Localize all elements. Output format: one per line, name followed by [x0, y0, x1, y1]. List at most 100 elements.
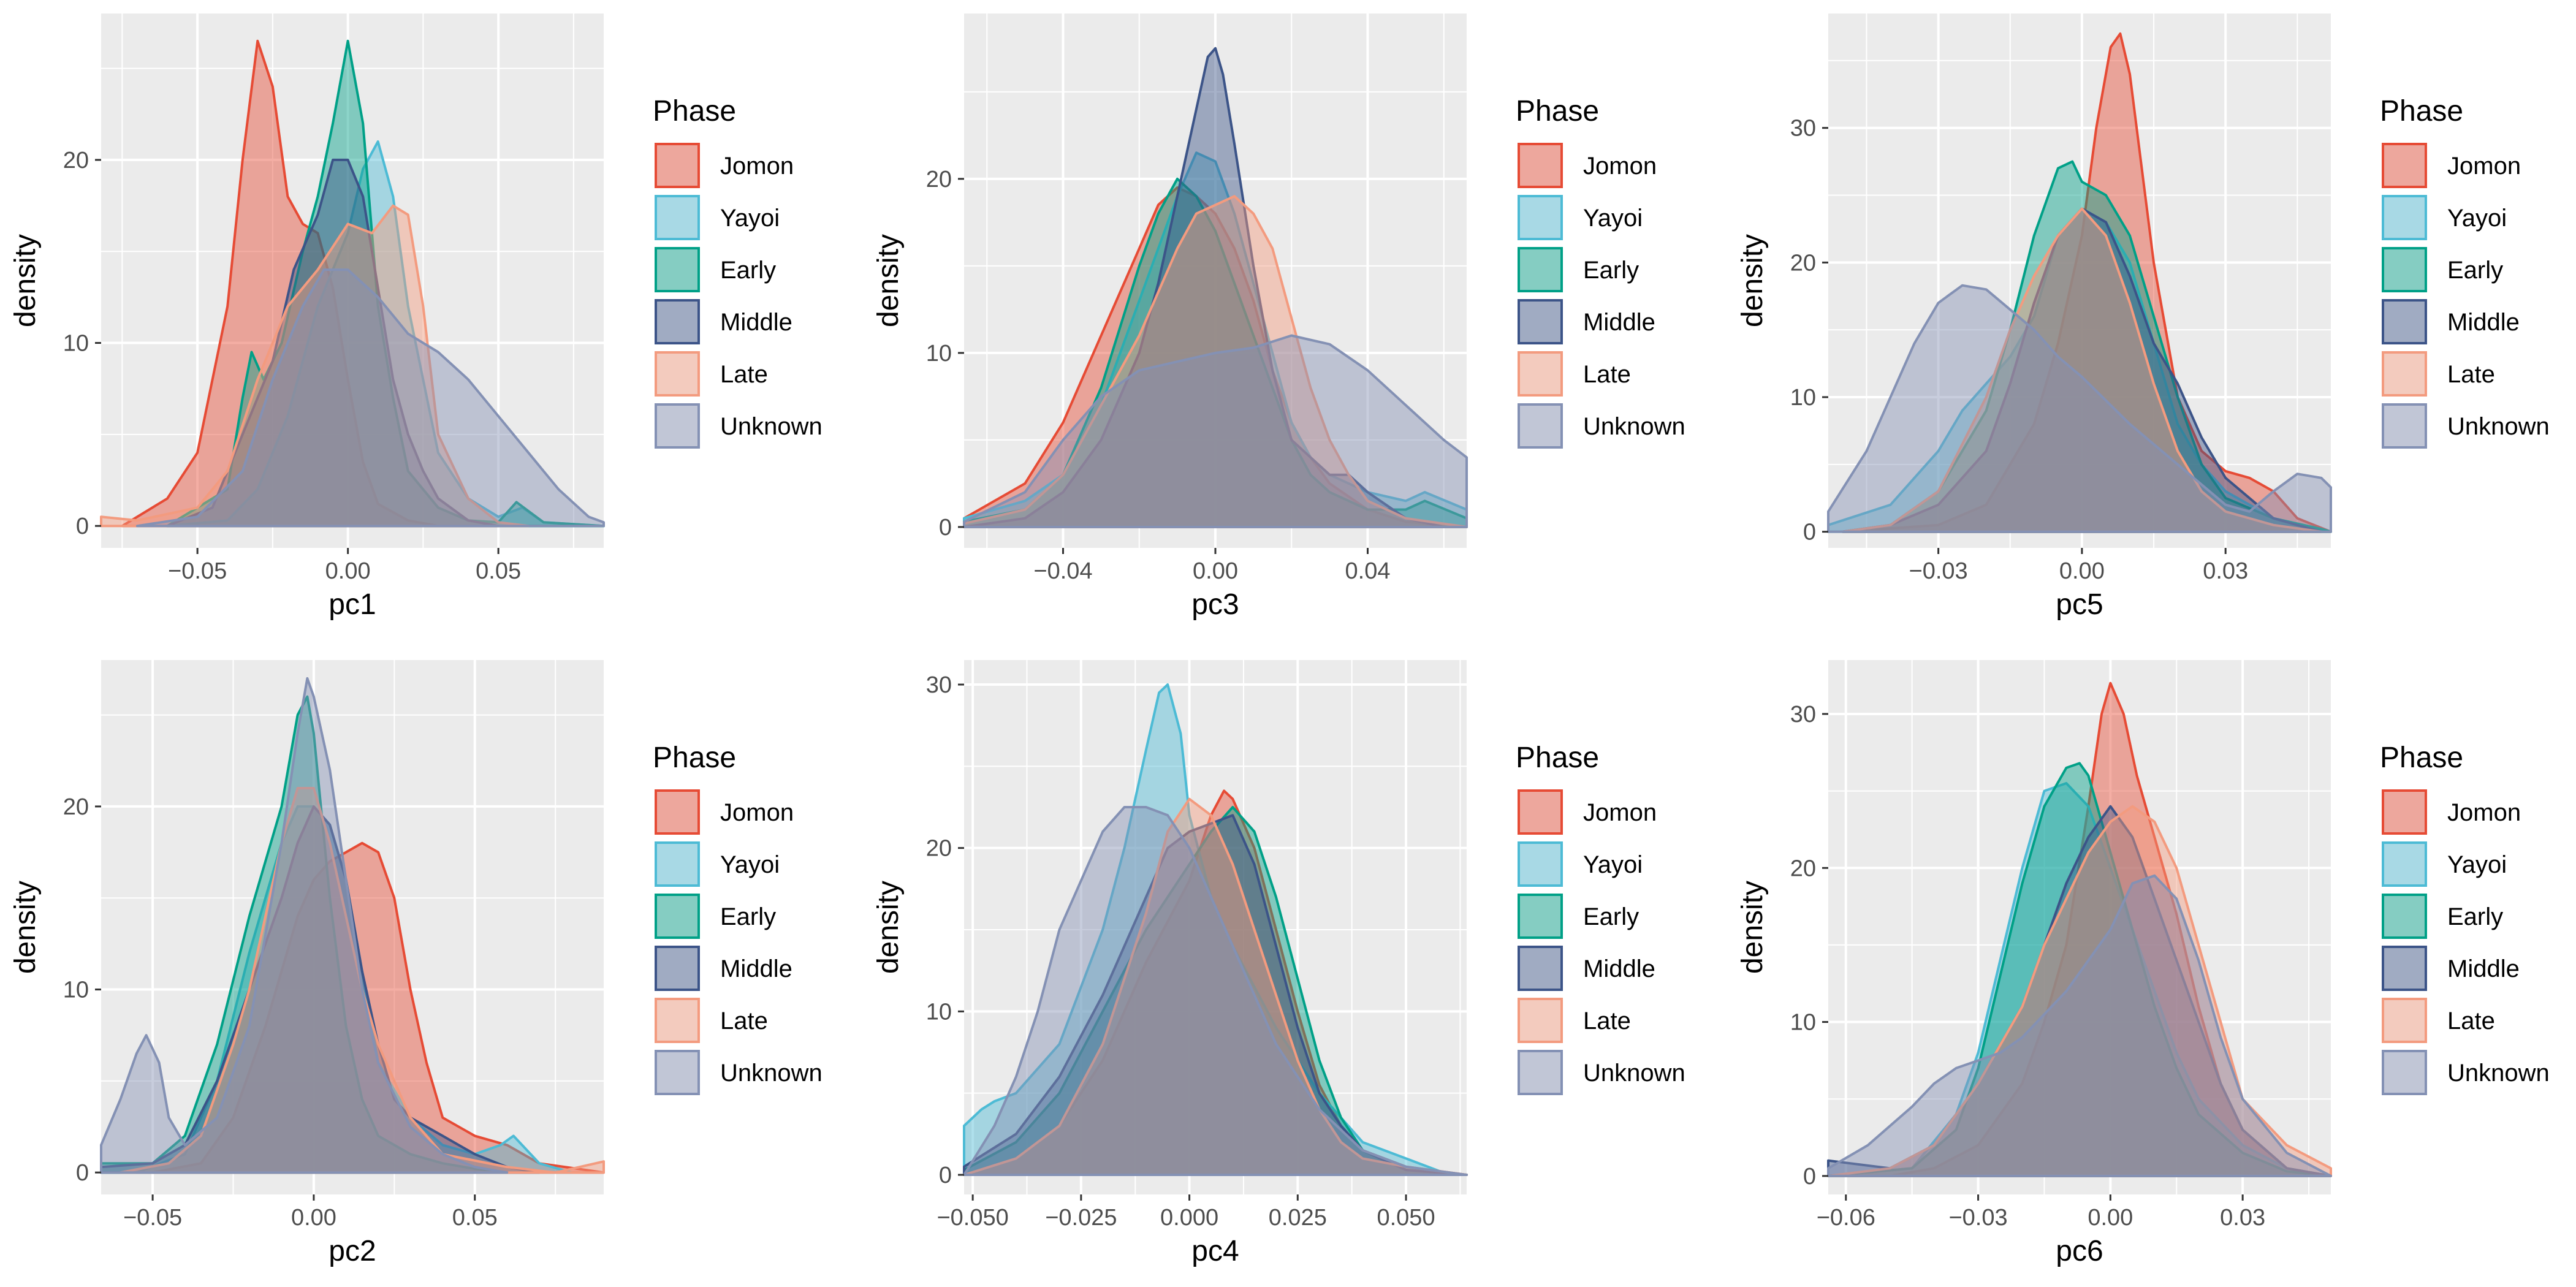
legend-key-jomon — [1518, 143, 1563, 188]
legend-key-bg — [656, 144, 699, 187]
legend-key-bg — [2383, 947, 2426, 990]
x-tick-label: −0.05 — [123, 1205, 182, 1231]
y-tick-label: 30 — [1790, 702, 1816, 727]
y-tick-label: 20 — [926, 836, 952, 862]
panel-background — [1828, 13, 2331, 548]
x-tick-label: −0.025 — [1045, 1205, 1117, 1231]
legend-key-jomon — [655, 143, 700, 188]
legend-key-early — [1518, 894, 1563, 939]
legend-key-unknown — [655, 1050, 700, 1095]
legend-key-bg — [656, 404, 699, 447]
x-tick-label: 0.05 — [476, 558, 521, 584]
legend: Phase Jomon Yayoi Early Middle Late Unknown — [1516, 95, 1685, 449]
legend-key-bg — [2383, 404, 2426, 447]
legend-label-yayoi: Yayoi — [1583, 205, 1643, 232]
legend-title: Phase — [653, 742, 736, 774]
density-area-early — [166, 39, 605, 528]
x-axis-title: pc1 — [329, 588, 376, 621]
legend-label-jomon: Jomon — [1583, 799, 1657, 826]
legend-key-bg — [1519, 895, 1562, 938]
legend-title: Phase — [2380, 742, 2463, 774]
y-axis-title: density — [9, 881, 42, 974]
y-tick-label: 0 — [76, 514, 89, 539]
y-tick-label: 10 — [926, 999, 952, 1025]
legend-key-bg — [1519, 404, 1562, 447]
y-tick-label: 0 — [1803, 520, 1816, 545]
legend-key-early — [1518, 247, 1563, 292]
legend: Phase Jomon Yayoi Early Middle Late Unknown — [2380, 95, 2550, 449]
legend-key-yayoi — [2382, 841, 2427, 887]
y-tick-label: 0 — [1803, 1164, 1816, 1190]
legend-key-late — [655, 998, 700, 1043]
y-axis-title: density — [872, 881, 905, 974]
x-axis-title: pc2 — [329, 1235, 376, 1267]
legend-title: Phase — [1516, 95, 1599, 127]
legend-label-early: Early — [2447, 903, 2503, 930]
x-tick-label: −0.03 — [1948, 1205, 2007, 1231]
x-tick-label: −0.06 — [1817, 1205, 1875, 1231]
panel-background — [101, 13, 604, 548]
legend-key-bg — [2383, 196, 2426, 239]
x-axis-title: pc4 — [1191, 1235, 1239, 1267]
legend: Phase Jomon Yayoi Early Middle Late Unknown — [653, 95, 823, 449]
legend-key-bg — [2383, 843, 2426, 886]
legend-key-early — [655, 247, 700, 292]
x-tick-label: 0.00 — [291, 1205, 336, 1231]
y-axis-title: density — [1736, 234, 1769, 327]
density-area-late — [963, 797, 1468, 1176]
x-tick-label: 0.050 — [1377, 1205, 1435, 1231]
x-tick-label: −0.050 — [937, 1205, 1008, 1231]
legend-key-bg — [1519, 196, 1562, 239]
legend-key-bg — [2383, 791, 2426, 833]
legend-key-bg — [2383, 144, 2426, 187]
legend-key-jomon — [1518, 789, 1563, 835]
panel-pc5: −0.03 0.00 0.03 0 10 20 30 pc5 density Phase Jomon… — [1736, 13, 2550, 621]
legend-key-bg — [656, 1051, 699, 1094]
legend-label-late: Late — [1583, 361, 1631, 388]
x-axis-title: pc6 — [2056, 1235, 2103, 1267]
y-tick-label: 0 — [939, 1163, 952, 1188]
legend-label-yayoi: Yayoi — [720, 205, 780, 232]
density-area-middle — [1841, 207, 2323, 533]
legend-key-bg — [656, 895, 699, 938]
legend-label-middle: Middle — [1583, 955, 1655, 982]
panel-pc3: −0.04 0.00 0.04 0 10 20 pc3 density Phase Jomon Ya… — [872, 13, 1685, 621]
panel-pc4: −0.050 −0.025 0.000 0.025 0.050 0 10 20 30 pc4 den… — [872, 660, 1685, 1267]
legend-label-unknown: Unknown — [720, 413, 823, 440]
density-area-unknown — [963, 334, 1468, 528]
legend-key-bg — [656, 196, 699, 239]
legend-key-middle — [2382, 299, 2427, 344]
density-area-middle — [166, 158, 500, 528]
legend-key-jomon — [2382, 789, 2427, 835]
legend-label-middle: Middle — [2447, 309, 2520, 336]
y-tick-label: 30 — [926, 672, 952, 698]
legend-key-middle — [1518, 299, 1563, 344]
x-axis-title: pc5 — [2056, 588, 2103, 621]
legend-label-yayoi: Yayoi — [1583, 851, 1643, 878]
legend-label-early: Early — [720, 903, 776, 930]
legend-title: Phase — [653, 95, 736, 127]
legend-key-early — [2382, 894, 2427, 939]
density-area-late — [100, 204, 530, 528]
density-area-jomon — [963, 186, 1468, 528]
legend-label-late: Late — [1583, 1008, 1631, 1035]
legend-key-middle — [655, 946, 700, 991]
legend-label-middle: Middle — [2447, 955, 2520, 982]
x-tick-label: 0.00 — [325, 558, 371, 584]
legend-label-jomon: Jomon — [1583, 153, 1657, 180]
x-tick-label: 0.03 — [2220, 1205, 2265, 1231]
density-area-late — [119, 787, 605, 1174]
legend-key-bg — [656, 843, 699, 886]
legend: Phase Jomon Yayoi Early Middle Late Unknown — [1516, 742, 1685, 1095]
legend-label-unknown: Unknown — [1583, 413, 1685, 440]
x-tick-label: 0.025 — [1269, 1205, 1327, 1231]
legend-label-early: Early — [1583, 257, 1639, 284]
legend-key-bg — [1519, 300, 1562, 343]
legend-key-yayoi — [655, 841, 700, 887]
legend-key-yayoi — [2382, 195, 2427, 240]
legend-title: Phase — [1516, 742, 1599, 774]
y-tick-label: 20 — [63, 148, 89, 173]
legend-key-yayoi — [1518, 195, 1563, 240]
legend-key-early — [2382, 247, 2427, 292]
